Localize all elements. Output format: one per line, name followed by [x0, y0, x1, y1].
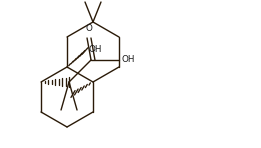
- Text: OH: OH: [121, 56, 134, 65]
- Text: OH: OH: [88, 45, 102, 53]
- Text: O: O: [86, 24, 92, 33]
